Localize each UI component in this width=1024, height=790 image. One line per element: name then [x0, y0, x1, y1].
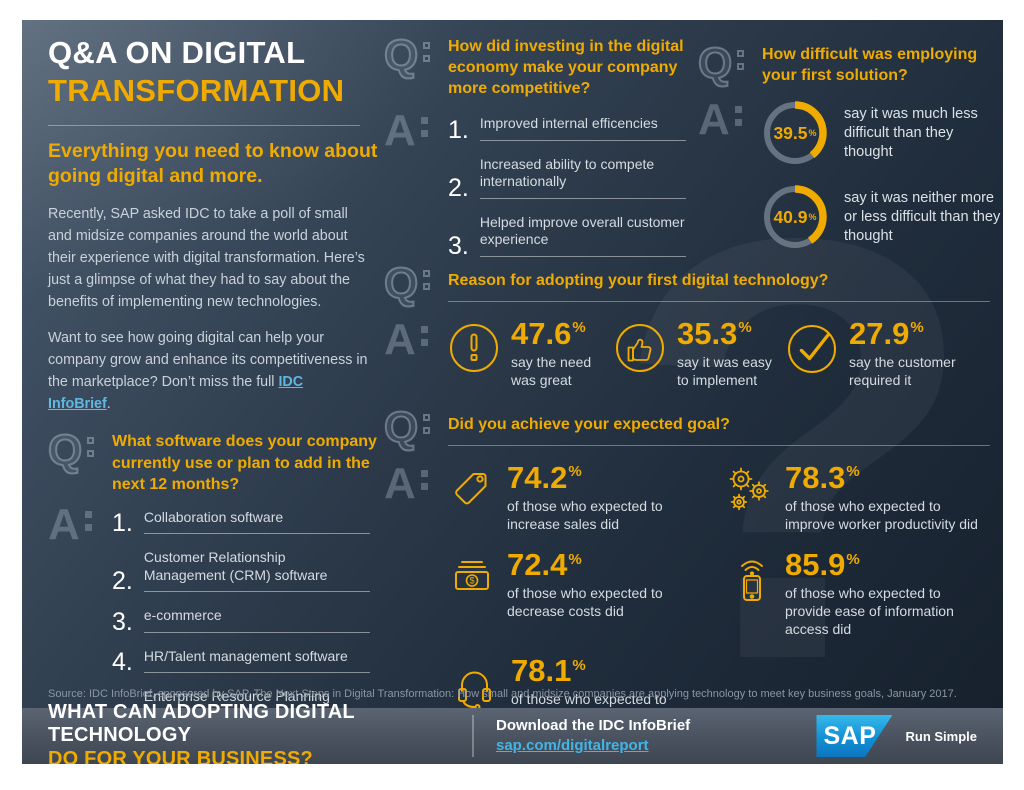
difficulty-stats: 39.5% say it was much less difficult tha… [762, 86, 1003, 268]
infographic-card: ? Q&A ON DIGITAL TRANSFORMATION Everythi… [22, 20, 1003, 764]
donut-chart: 40.9% [762, 184, 828, 250]
donut-percent: 40.9% [773, 206, 817, 227]
difficulty-question-block: Q How difficult was employing your first… [697, 41, 1000, 268]
donut-chart-svg [763, 185, 827, 249]
donut-stat: 40.9% say it was neither more or less di… [762, 184, 1003, 250]
goal-section: Q Did you achieve your expected goal? A [383, 405, 990, 727]
stat-percent: 78.1% [511, 653, 586, 689]
intro-subtitle: Everything you need to know about going … [48, 139, 378, 187]
q-icon: Q [697, 41, 752, 86]
list-item: 1. Collaboration software [112, 509, 370, 536]
stat-caption: of those who expected to increase sales … [507, 497, 663, 532]
a-icon: A [48, 495, 102, 747]
reason-question-head: Reason for adopting your first digital t… [448, 264, 990, 304]
stat-percent: 72.4% [507, 547, 582, 583]
reason-question: Reason for adopting your first digital t… [448, 272, 829, 289]
reason-stats-row: 47.6% say the need was great 35.3% [448, 304, 990, 390]
stat: 35.3% say it was easy to implement [614, 318, 786, 390]
footer-title: WHAT CAN ADOPTING DIGITAL TECHNOLOGY DO … [48, 701, 472, 764]
section-divider [448, 445, 990, 447]
stat: 47.6% say the need was great [448, 318, 614, 390]
tag-icon [455, 472, 487, 504]
download-label: Download the IDC InfoBrief [496, 717, 691, 734]
stat: 85.9% of those who expected to provide e… [726, 549, 990, 639]
stat-caption: say it was easy to implement [677, 353, 772, 388]
footer-title-line2: DO FOR YOUR BUSINESS? [48, 747, 313, 764]
stat-caption: say it was much less difficult than they… [844, 105, 978, 160]
banknotes-icon: $ [455, 561, 489, 591]
stat-caption: of those who expected to improve worker … [785, 497, 978, 532]
donut-chart-svg [763, 101, 827, 165]
a-icon: A [384, 304, 438, 390]
goal-question-head: Did you achieve your expected goal? [448, 408, 990, 448]
intro-paragraph-2-text: Want to see how going digital can help y… [48, 330, 368, 391]
intro-paragraph-2: Want to see how going digital can help y… [48, 327, 368, 415]
exclamation-icon [450, 323, 498, 372]
thumbs-up-icon [616, 323, 664, 372]
q-icon: Q [383, 405, 438, 450]
section-divider [448, 301, 990, 303]
difficulty-question: How difficult was employing your first s… [762, 46, 978, 85]
svg-text:$: $ [469, 576, 474, 586]
software-question: What software does your company currentl… [112, 433, 377, 493]
intro-column: Q&A ON DIGITAL TRANSFORMATION Everything… [47, 34, 380, 747]
a-icon: A [384, 99, 438, 272]
source-note: Source: IDC InfoBrief, sponsored by SAP,… [48, 688, 957, 700]
list-item: 1. Improved internal efficencies [448, 115, 686, 142]
stat-caption: say the need was great [511, 353, 592, 388]
intro-paragraph-2-period: . [106, 396, 111, 413]
goal-question: Did you achieve your expected goal? [448, 416, 730, 433]
q-icon: Q [383, 261, 438, 306]
donut-chart: 39.5% [762, 100, 828, 166]
stat-percent: 85.9% [785, 547, 860, 583]
download-block: Download the IDC InfoBrief sap.com/digit… [496, 717, 690, 755]
list-item: 2. Customer Relationship Management (CRM)… [112, 549, 370, 594]
footer-bar: WHAT CAN ADOPTING DIGITAL TECHNOLOGY DO … [22, 701, 1003, 764]
competitive-question: How did investing in the digital economy… [448, 38, 684, 98]
sap-digitalreport-link[interactable]: sap.com/digitalreport [496, 737, 649, 754]
footer-divider [472, 715, 474, 757]
competitive-question-block: Q How did investing in the digital econo… [383, 33, 696, 272]
goal-stats-grid: 74.2% of those who expected to increase … [448, 448, 990, 727]
q-icon: Q [383, 33, 438, 99]
stat-percent: 27.9% [849, 315, 924, 351]
stat-percent: 74.2% [507, 459, 582, 495]
donut-percent: 39.5% [773, 122, 817, 143]
idc-infobrief-link[interactable]: IDC InfoBrief [48, 374, 304, 413]
stat-caption: say it was neither more or less difficul… [844, 189, 1001, 244]
smartphone-icon [741, 560, 763, 602]
stat: 27.9% say the customer required it [786, 318, 990, 390]
stat: $ 72.4% of those who expected to decreas… [448, 549, 718, 639]
stat-caption: of those who expected to provide ease of… [785, 585, 954, 638]
a-icon: A [384, 448, 438, 727]
sap-tagline: Run Simple [905, 728, 977, 744]
donut-stat: 39.5% say it was much less difficult tha… [762, 100, 1003, 166]
list-item: 4. HR/Talent management software [112, 648, 370, 675]
footer-title-line1: WHAT CAN ADOPTING DIGITAL TECHNOLOGY [48, 700, 355, 747]
title-divider [48, 124, 360, 126]
competitive-answer-list: 1. Improved internal efficencies 2. Increa… [448, 105, 686, 272]
stat-percent: 47.6% [511, 315, 586, 351]
sap-logo: SAP [816, 715, 893, 757]
page-title-line2: TRANSFORMATION [48, 72, 345, 108]
stat-percent: 78.3% [785, 459, 860, 495]
list-item: 3. Helped improve overall customer experi… [448, 213, 686, 260]
reason-section: Q Reason for adopting your first digital… [383, 261, 990, 390]
intro-paragraph-1: Recently, SAP asked IDC to take a poll o… [48, 206, 365, 311]
page-title-line1: Q&A ON DIGITAL [48, 35, 306, 70]
stat: 78.3% of those who expected to improve w… [726, 462, 990, 534]
list-item: 3. e-commerce [112, 607, 370, 634]
a-icon: A [698, 86, 752, 268]
page-title: Q&A ON DIGITAL TRANSFORMATION [48, 34, 380, 110]
question-mark-watermark: ? [612, 115, 979, 764]
q-icon: Q [47, 428, 102, 494]
stat-caption: of those who expected to decrease costs … [507, 585, 663, 620]
gears-icon [729, 467, 769, 510]
stat-caption: say the customer required it [849, 353, 956, 388]
stat-percent: 35.3% [677, 315, 752, 351]
check-icon [788, 324, 836, 373]
stat: 74.2% of those who expected to increase … [448, 462, 718, 534]
list-item: 2. Increased ability to compete internati… [448, 156, 686, 200]
